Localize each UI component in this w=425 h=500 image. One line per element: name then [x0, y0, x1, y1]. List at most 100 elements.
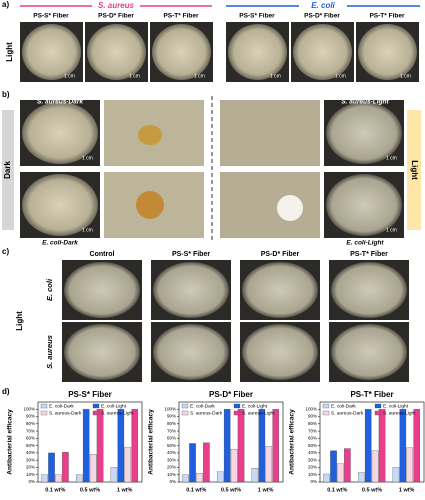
bar: [117, 409, 125, 483]
panel-label: d): [2, 387, 10, 396]
petri-dish: [242, 324, 318, 380]
bar: [55, 474, 62, 483]
bar: [230, 449, 238, 483]
fiber-label: PS-D* Fiber: [304, 13, 340, 20]
bar: [203, 442, 210, 483]
colony: [277, 195, 303, 221]
bar: [392, 467, 400, 483]
y-tick-label: 80%: [26, 421, 35, 426]
y-tick-label: 0%: [169, 479, 176, 484]
y-tick-label: 50%: [308, 443, 317, 448]
row-label: S. aureus: [45, 335, 54, 369]
legend-label: E. coli-Light: [101, 403, 127, 409]
y-tick-label: 0%: [310, 479, 317, 484]
scale-label: 1 cm: [270, 73, 281, 79]
bar: [406, 447, 414, 483]
y-tick-label: 50%: [167, 443, 176, 448]
zoom: [220, 100, 320, 166]
side-label: Dark: [3, 161, 12, 179]
x-tick-label: 0.5 wt%: [362, 487, 382, 493]
x-tick-label: 1 wt%: [399, 487, 415, 493]
bar: [48, 452, 55, 483]
bar: [265, 446, 273, 483]
fiber-label: PS-T* Fiber: [163, 13, 199, 20]
y-tick-label: 100%: [305, 406, 317, 411]
scale-label: 1 cm: [64, 73, 75, 79]
y-tick-label: 90%: [308, 414, 317, 419]
sample-label: E. coli-Dark: [42, 240, 78, 247]
y-tick-label: 90%: [167, 414, 176, 419]
group-bg: [92, 0, 140, 11]
scale-label: 1 cm: [400, 73, 411, 79]
legend-label: S. aureus-Light: [383, 410, 416, 416]
legend-swatch: [322, 403, 330, 409]
scale-label: 1 cm: [129, 73, 140, 79]
bar: [337, 463, 344, 483]
legend-swatch: [322, 410, 330, 416]
row-label: E. coli: [45, 278, 54, 301]
legend-swatch: [233, 410, 241, 416]
bar: [223, 409, 231, 483]
y-tick-label: 80%: [308, 421, 317, 426]
legend-swatch: [181, 410, 189, 416]
light-bar: [407, 110, 421, 230]
petri-dish: [326, 102, 402, 164]
petri-dish: [242, 262, 318, 318]
y-tick-label: 100%: [23, 406, 35, 411]
group-label: E. coli: [311, 1, 335, 10]
y-tick-label: 20%: [167, 465, 176, 470]
y-tick-label: 30%: [167, 457, 176, 462]
bar: [189, 443, 196, 483]
y-tick-label: 10%: [308, 472, 317, 477]
y-tick-label: 70%: [308, 428, 317, 433]
zoom: [220, 172, 320, 238]
side-label: Light: [15, 311, 24, 331]
row-label: Light: [5, 42, 14, 62]
x-tick-label: 0.5 wt%: [80, 487, 100, 493]
legend-label: E. coli-Dark: [49, 403, 74, 409]
y-tick-label: 0%: [28, 479, 35, 484]
bar: [110, 467, 118, 483]
bar: [237, 409, 245, 483]
y-tick-label: 60%: [26, 436, 35, 441]
scale-label: 1 cm: [82, 227, 93, 233]
petri-dish: [331, 324, 407, 380]
scale-label: 1 cm: [386, 227, 397, 233]
sample-label: S. aureus-Dark: [37, 99, 83, 106]
legend-swatch: [40, 403, 48, 409]
y-tick-label: 40%: [308, 450, 317, 455]
column-label: PS-T* Fiber: [350, 251, 388, 258]
bar: [344, 448, 351, 483]
panel-label: a): [2, 0, 9, 9]
y-tick-label: 60%: [308, 436, 317, 441]
petri-dish: [22, 102, 98, 164]
y-tick-label: 100%: [164, 406, 176, 411]
x-tick-label: 0.1 wt%: [327, 487, 347, 493]
scale-label: 1 cm: [194, 73, 205, 79]
legend-label: S. aureus-Dark: [190, 410, 223, 416]
x-tick-label: 0.1 wt%: [45, 487, 65, 493]
y-tick-label: 60%: [167, 436, 176, 441]
x-tick-label: 0.1 wt%: [186, 487, 206, 493]
panel-label: b): [2, 90, 10, 99]
legend-label: E. coli-Dark: [331, 403, 356, 409]
bar: [323, 473, 330, 483]
bar: [330, 450, 337, 483]
legend-label: S. aureus-Light: [101, 410, 134, 416]
y-tick-label: 20%: [26, 465, 35, 470]
petri-dish: [358, 24, 417, 80]
x-tick-label: 1 wt%: [117, 487, 133, 493]
legend-label: S. aureus-Dark: [49, 410, 82, 416]
x-tick-label: 1 wt%: [258, 487, 274, 493]
scale-label: 1 cm: [82, 155, 93, 161]
bar: [75, 474, 83, 483]
fiber-label: PS-S* Fiber: [239, 13, 275, 20]
y-tick-label: 30%: [308, 457, 317, 462]
group-label: S. aureus: [98, 1, 135, 10]
bar: [96, 409, 104, 483]
legend-swatch: [233, 403, 241, 409]
petri-dish: [64, 324, 140, 380]
bar: [258, 409, 266, 483]
y-tick-label: 70%: [167, 428, 176, 433]
